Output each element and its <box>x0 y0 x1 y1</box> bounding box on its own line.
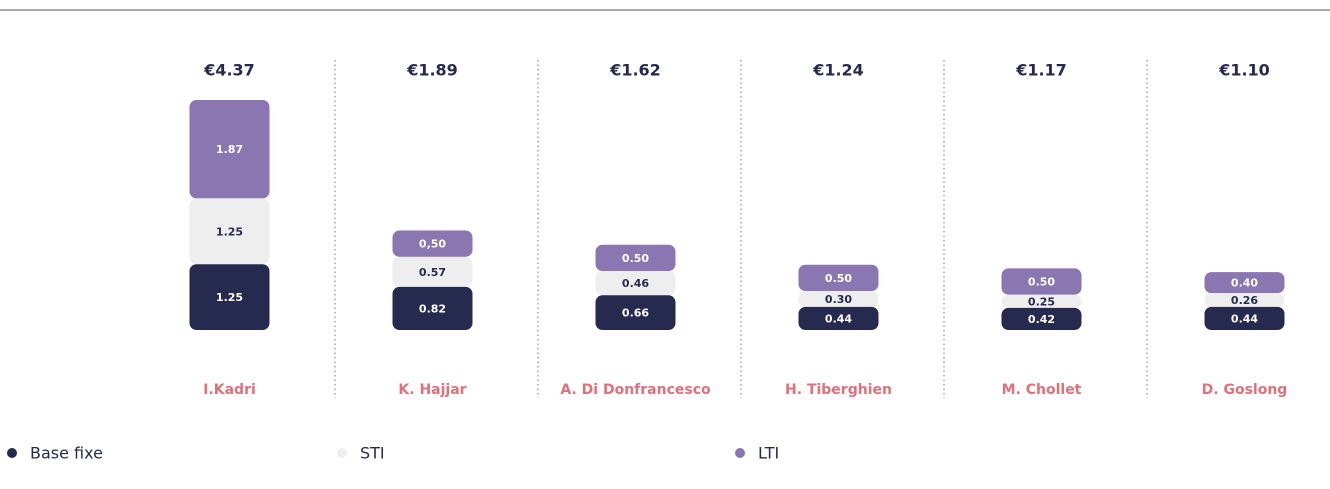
total-label: €1.89 <box>406 61 458 80</box>
value-label: 0.40 <box>1231 277 1258 290</box>
bar-segment <box>189 198 270 265</box>
value-label: 0.44 <box>825 312 852 325</box>
category-label: K. Hajjar <box>398 382 466 398</box>
value-label: 1.87 <box>216 143 243 156</box>
value-label: 0.30 <box>825 293 852 306</box>
value-label: 0.66 <box>622 307 649 320</box>
value-label: 0.26 <box>1231 294 1258 307</box>
category-label: D. Goslong <box>1202 382 1288 398</box>
value-label: 0.82 <box>419 302 446 315</box>
bar-segment <box>392 230 473 257</box>
bar-segment <box>189 264 270 330</box>
bar-segment <box>1001 268 1082 295</box>
bar-segment <box>189 100 270 199</box>
bar-segment <box>1204 306 1285 330</box>
bar-segment <box>595 271 676 296</box>
legend-marker <box>735 448 745 458</box>
legend-label: STI <box>360 444 385 463</box>
bar-segment <box>798 306 879 330</box>
bar-segment <box>1204 293 1285 307</box>
total-label: €1.17 <box>1015 61 1067 80</box>
value-label: 0.50 <box>622 252 649 265</box>
value-label: 1.25 <box>216 225 243 238</box>
value-label: 0,50 <box>419 238 446 251</box>
value-label: 0.50 <box>1028 276 1055 289</box>
legend-label: LTI <box>758 444 779 463</box>
legend-label: Base fixe <box>30 444 103 463</box>
total-label: €4.37 <box>203 61 255 80</box>
bar-segment <box>595 244 676 272</box>
legend-marker <box>7 448 17 458</box>
value-label: 0.46 <box>622 277 649 290</box>
value-label: 0.44 <box>1231 312 1258 325</box>
category-label: I.Kadri <box>203 382 256 398</box>
value-label: 0.25 <box>1028 295 1055 308</box>
total-label: €1.62 <box>609 61 661 80</box>
value-label: 1.25 <box>216 291 243 304</box>
bar-segment <box>798 264 879 292</box>
legend-marker <box>337 448 347 458</box>
value-label: 0.50 <box>825 272 852 285</box>
category-label: A. Di Donfrancesco <box>560 382 711 398</box>
bar-segment <box>1001 294 1082 308</box>
bar-segment <box>1001 307 1082 330</box>
category-label: M. Chollet <box>1002 382 1082 398</box>
bar-segment <box>595 295 676 330</box>
bar-segment <box>392 286 473 330</box>
category-label: H. Tiberghien <box>785 382 892 398</box>
bar-segment <box>392 256 473 287</box>
total-label: €1.24 <box>812 61 864 80</box>
total-label: €1.10 <box>1218 61 1270 80</box>
value-label: 0.57 <box>419 266 446 279</box>
bar-segment <box>798 291 879 307</box>
value-label: 0.42 <box>1028 313 1055 326</box>
bar-segment <box>1204 272 1285 294</box>
